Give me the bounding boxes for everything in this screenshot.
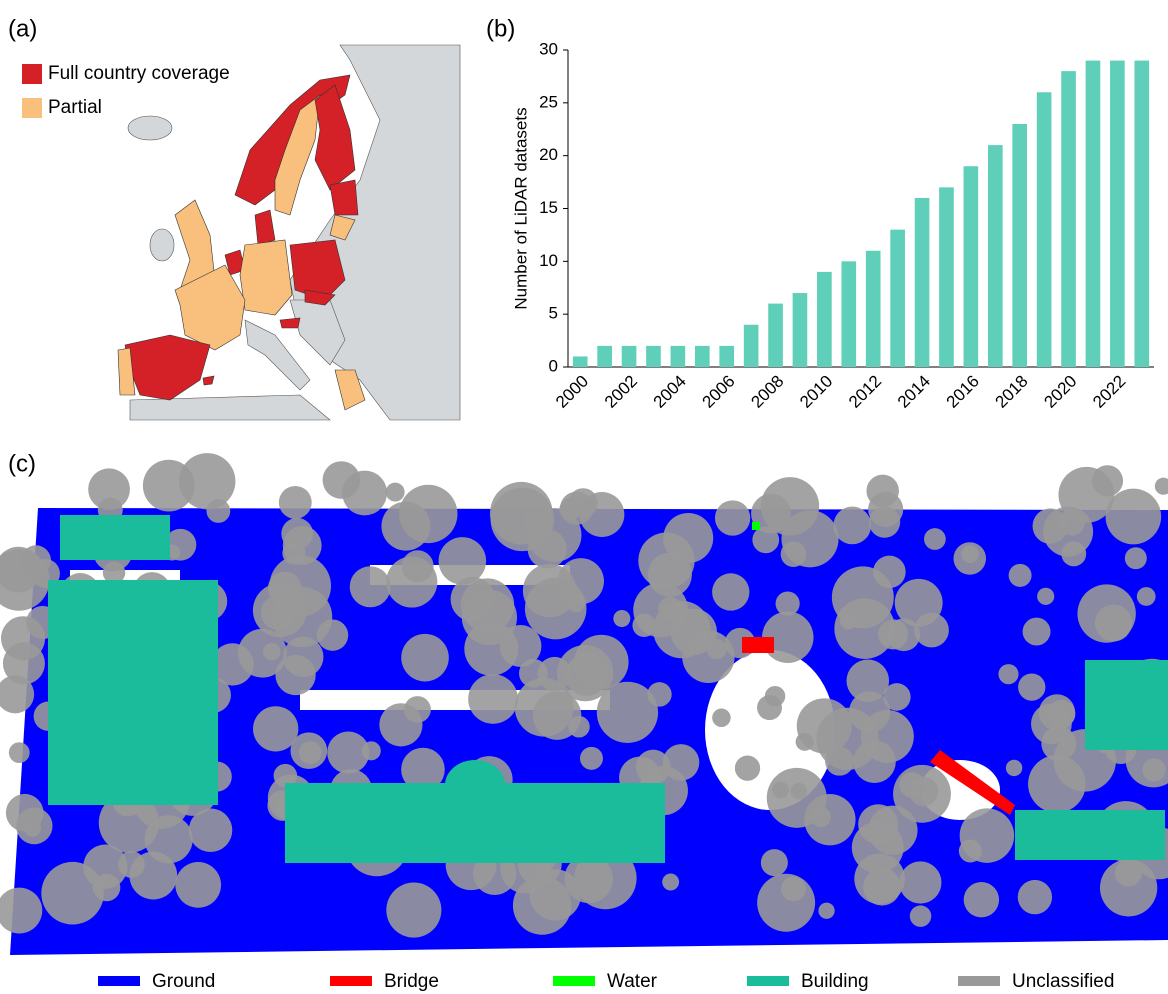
bar xyxy=(622,346,637,367)
legend-label: Full country coverage xyxy=(48,63,230,84)
y-tick-label: 30 xyxy=(539,39,558,58)
bar xyxy=(1134,61,1149,367)
bar xyxy=(1061,71,1076,367)
x-tick-label: 2016 xyxy=(943,372,983,412)
legend-label: Partial xyxy=(48,97,102,118)
figure: (a) (b) (c) xyxy=(0,0,1168,994)
bar xyxy=(719,346,734,367)
legend-swatch xyxy=(747,976,789,986)
legend-label: Bridge xyxy=(384,971,439,992)
x-tick-label: 2004 xyxy=(650,372,690,412)
bar xyxy=(1012,124,1027,367)
x-tick-label: 2008 xyxy=(747,372,787,412)
x-tick-label: 2002 xyxy=(601,372,641,412)
bar xyxy=(671,346,686,367)
x-tick-label: 2010 xyxy=(796,372,836,412)
legend-label: Building xyxy=(801,971,869,992)
europe-map xyxy=(118,45,460,420)
x-tick-label: 2018 xyxy=(992,372,1032,412)
bar xyxy=(1037,92,1052,367)
bar xyxy=(988,145,1003,367)
legend-swatch xyxy=(553,976,595,986)
legend-swatch xyxy=(22,98,42,118)
point-cloud xyxy=(0,453,1168,955)
y-tick-label: 0 xyxy=(549,356,558,375)
bar xyxy=(768,304,783,367)
bar xyxy=(915,198,930,367)
legend-swatch xyxy=(958,976,1000,986)
y-tick-label: 5 xyxy=(549,304,558,323)
bar xyxy=(1110,61,1125,367)
bar xyxy=(890,230,905,367)
bar xyxy=(817,272,832,367)
y-tick-label: 20 xyxy=(539,145,558,164)
x-tick-label: 2012 xyxy=(845,372,885,412)
legend-label: Unclassified xyxy=(1012,971,1114,992)
bar xyxy=(793,293,808,367)
bar xyxy=(695,346,710,367)
panel-label: (b) xyxy=(486,15,515,42)
y-tick-label: 15 xyxy=(539,198,558,217)
legend-swatch xyxy=(22,64,42,84)
bar xyxy=(597,346,612,367)
panel-label: (a) xyxy=(8,15,37,42)
x-tick-label: 2020 xyxy=(1040,372,1080,412)
legend-swatch xyxy=(330,976,372,986)
legend-label: Water xyxy=(607,971,658,992)
legend-label: Ground xyxy=(152,971,215,992)
x-tick-label: 2000 xyxy=(552,372,592,412)
legend-swatch xyxy=(98,976,140,986)
bar xyxy=(841,261,856,367)
bar xyxy=(866,251,881,367)
y-tick-label: 25 xyxy=(539,92,558,111)
x-tick-label: 2006 xyxy=(699,372,739,412)
x-tick-label: 2022 xyxy=(1089,372,1129,412)
y-axis-label: Number of LiDAR datasets xyxy=(511,107,530,309)
bar xyxy=(744,325,759,367)
panel-label: (c) xyxy=(8,450,36,477)
bar xyxy=(573,356,588,367)
bar xyxy=(964,166,979,367)
x-tick-label: 2014 xyxy=(894,372,934,412)
bar xyxy=(939,187,954,367)
bar xyxy=(646,346,661,367)
bar xyxy=(1086,61,1101,367)
y-tick-label: 10 xyxy=(539,251,558,270)
